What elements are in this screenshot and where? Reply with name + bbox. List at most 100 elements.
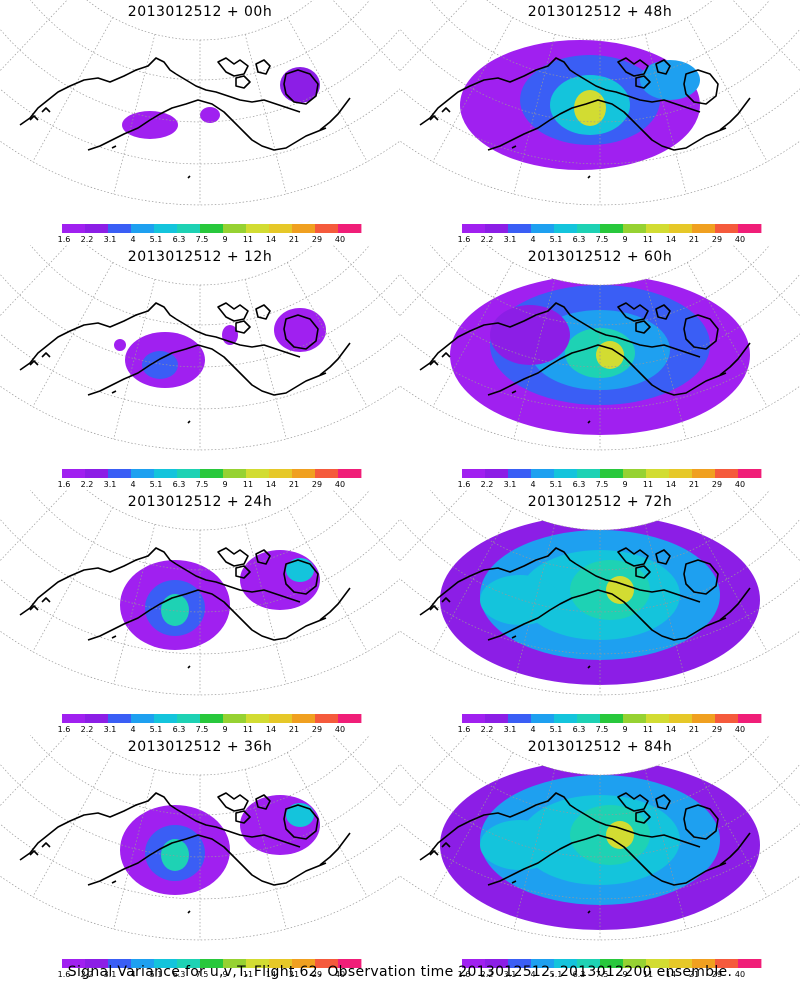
- latitude-line: [0, 763, 400, 858]
- panel-title: 2013012512 + 12h: [127, 249, 273, 265]
- graticule: [0, 490, 400, 696]
- coastline: [19, 547, 177, 616]
- panel-title: 2013012512 + 60h: [527, 249, 673, 265]
- colorbar-swatch: [200, 714, 224, 723]
- colorbar-swatch: [200, 469, 224, 478]
- coastline: [175, 808, 301, 848]
- colorbar-label: 4: [530, 970, 535, 979]
- coastline: [29, 850, 39, 856]
- map-panel-36h: 2013012512 + 36h 1.6 2.2 3.1 4 5.1 6.3 7.5 9 11 1…: [0, 735, 400, 980]
- coastline: [255, 304, 271, 320]
- colorbar-swatch: [131, 224, 155, 233]
- coastline: [319, 832, 351, 866]
- colorbar-label: 7.5: [196, 970, 209, 979]
- coastline: [511, 390, 517, 394]
- meridian-line: [432, 262, 514, 407]
- variance-contour: [286, 558, 314, 582]
- variance-contour: [142, 351, 178, 379]
- latitude-line: [429, 245, 771, 326]
- colorbar-swatch: [715, 714, 739, 723]
- meridian-line: [0, 490, 68, 562]
- variance-contour: [114, 339, 126, 351]
- meridian-line: [353, 245, 400, 288]
- coastline: [587, 665, 591, 669]
- colorbar-label: 5.1: [150, 235, 163, 244]
- colorbar-swatch: [292, 959, 316, 968]
- colorbar-swatch: [85, 224, 109, 233]
- coastline: [19, 792, 177, 861]
- meridian-line: [686, 17, 768, 162]
- map-12h: 1.6 2.2 3.1 4 5.1 6.3 7.5 9 11 14 21 29 40: [0, 245, 400, 489]
- coastline: [217, 302, 249, 322]
- coastline: [87, 589, 327, 641]
- colorbar-swatch: [85, 714, 109, 723]
- colorbar-label: 9: [222, 970, 227, 979]
- latitude-line: [29, 490, 371, 571]
- panel-title: 2013012512 + 36h: [127, 739, 273, 755]
- colorbar-label: 40: [335, 725, 345, 734]
- variance-contour: [606, 576, 634, 604]
- colorbar-swatch: [669, 714, 693, 723]
- coastline: [617, 302, 649, 322]
- colorbar-label: 5.1: [150, 725, 163, 734]
- colorbar-label: 2.2: [481, 480, 494, 489]
- colorbar-swatch: [646, 224, 670, 233]
- colorbar-label: 9: [622, 970, 627, 979]
- colorbar-label: 11: [243, 480, 253, 489]
- meridian-line: [686, 752, 768, 897]
- colorbar-label: 11: [243, 725, 253, 734]
- meridian-line: [753, 735, 800, 778]
- variance-field: [114, 308, 326, 388]
- colorbar-swatch: [200, 224, 224, 233]
- latitude-line: [0, 273, 400, 368]
- coastline: [511, 635, 517, 639]
- colorbar-label: 29: [712, 480, 722, 489]
- coastline: [187, 665, 191, 669]
- map-00h: 1.6 2.2 3.1 4 5.1 6.3 7.5 9 11 14 21 29 40: [0, 0, 400, 244]
- colorbar-swatch: [223, 224, 247, 233]
- meridian-line: [353, 490, 400, 533]
- latitude-line: [86, 0, 314, 41]
- coastline: [283, 314, 319, 350]
- coastline: [429, 605, 439, 611]
- coastline: [283, 69, 319, 105]
- colorbar-swatch: [269, 714, 293, 723]
- colorbar-label: 5.1: [550, 235, 563, 244]
- colorbar-swatch: [338, 714, 362, 723]
- coastline: [187, 175, 191, 179]
- latitude-line: [486, 735, 714, 776]
- map-panel-12h: 2013012512 + 12h 1.6 2.2 3.1 4 5.1 6.3 7.5 9 11 1…: [0, 245, 400, 490]
- figure-caption: Signal Variance for u,v,T. Flight 62. Ob…: [67, 964, 733, 980]
- coastline: [655, 59, 671, 75]
- coastline: [487, 99, 727, 151]
- colorbar-swatch: [462, 714, 486, 723]
- colorbar-label: 21: [689, 725, 699, 734]
- meridian-line: [0, 490, 47, 533]
- coastline: [429, 115, 439, 121]
- colorbar-label: 2.2: [481, 235, 494, 244]
- latitude-line: [86, 735, 314, 776]
- colorbar: 1.6 2.2 3.1 4 5.1 6.3 7.5 9 11 14 21 29 40: [58, 224, 362, 244]
- colorbar-swatch: [315, 469, 339, 478]
- colorbar-swatch: [223, 714, 247, 723]
- colorbar-swatch: [531, 469, 555, 478]
- colorbar-label: 7.5: [596, 725, 609, 734]
- graticule: [400, 245, 800, 451]
- coastline: [87, 99, 327, 151]
- coastline: [683, 559, 719, 595]
- meridian-line: [0, 735, 47, 778]
- colorbar-label: 9: [622, 235, 627, 244]
- colorbar-swatch: [738, 714, 762, 723]
- colorbar-swatch: [315, 959, 339, 968]
- colorbar-label: 11: [643, 480, 653, 489]
- colorbar-label: 21: [289, 725, 299, 734]
- colorbar-label: 29: [712, 725, 722, 734]
- meridian-line: [286, 752, 368, 897]
- variance-contour: [574, 90, 606, 126]
- latitude-line: [0, 333, 400, 410]
- coastline: [683, 804, 719, 840]
- variance-contour: [596, 341, 624, 369]
- colorbar-label: 1.6: [58, 970, 71, 979]
- coastline: [217, 547, 249, 567]
- graticule: [0, 0, 400, 206]
